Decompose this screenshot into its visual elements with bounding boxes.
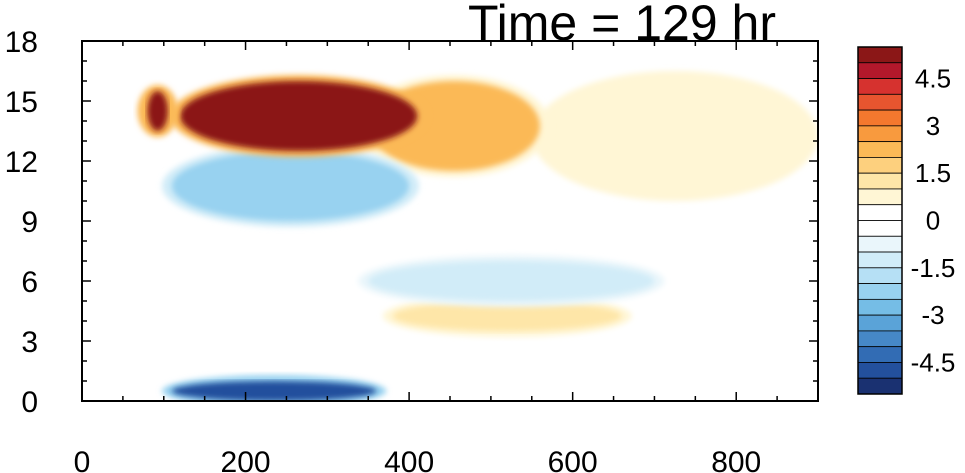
y-tick-label: 9	[21, 206, 38, 239]
x-tick-labels: 0 200 400 600 800	[74, 446, 762, 473]
colorbar-box	[857, 204, 903, 221]
colorbar-box	[857, 109, 903, 127]
colorbar	[857, 46, 903, 395]
colorbar-box	[857, 346, 903, 363]
y-tick-label: 3	[21, 326, 38, 359]
colorbar-label: -4.5	[911, 347, 956, 377]
feature-core	[171, 381, 377, 401]
contour-field	[137, 65, 818, 401]
colorbar-box	[857, 93, 903, 111]
colorbar-box	[857, 267, 903, 284]
colorbar-label: 1.5	[915, 158, 951, 188]
feature-core	[531, 71, 818, 201]
colorbar-label: 3	[926, 111, 940, 141]
x-tick-label: 200	[221, 446, 271, 473]
x-tick-label: 800	[711, 446, 761, 473]
y-tick-label: 12	[5, 146, 38, 179]
colorbar-box	[857, 298, 903, 316]
colorbar-label: 4.5	[915, 64, 951, 94]
y-tick-label: 18	[5, 26, 38, 59]
y-tick-label: 6	[21, 266, 38, 299]
feature-core	[171, 151, 410, 221]
colorbar-box	[857, 46, 903, 64]
x-tick-label: 400	[384, 446, 434, 473]
colorbar-box	[857, 62, 903, 79]
feature-core	[392, 301, 622, 331]
x-tick-label: 600	[548, 446, 598, 473]
feature-core	[368, 261, 655, 301]
colorbar-labels: 4.5 3 1.5 0 -1.5 -3 -4.5	[911, 64, 956, 378]
colorbar-box	[857, 251, 903, 269]
colorbar-label: 0	[926, 206, 940, 236]
colorbar-box	[857, 377, 903, 395]
x-tick-label: 0	[74, 446, 91, 473]
colorbar-box	[857, 220, 903, 237]
colorbar-box	[857, 330, 903, 348]
colorbar-box	[857, 235, 903, 253]
colorbar-box	[857, 141, 903, 158]
colorbar-box	[857, 172, 903, 190]
y-tick-labels: 0 3 6 9 12 15 18	[5, 26, 38, 419]
colorbar-frame	[857, 46, 903, 395]
colorbar-box	[857, 314, 903, 332]
colorbar-box	[857, 283, 903, 300]
colorbar-box	[857, 157, 903, 174]
colorbar-box	[857, 188, 903, 206]
colorbar-box	[857, 125, 903, 143]
y-tick-label: 0	[21, 386, 38, 419]
chart-title: Time = 129 hr	[468, 0, 776, 51]
colorbar-box	[857, 362, 903, 379]
feature-core	[147, 91, 168, 131]
y-tick-label: 15	[5, 86, 38, 119]
colorbar-label: -1.5	[911, 253, 956, 283]
feature-core	[180, 81, 418, 151]
axis-ticks	[81, 40, 819, 402]
colorbar-box	[857, 78, 903, 95]
colorbar-label: -3	[921, 300, 944, 330]
